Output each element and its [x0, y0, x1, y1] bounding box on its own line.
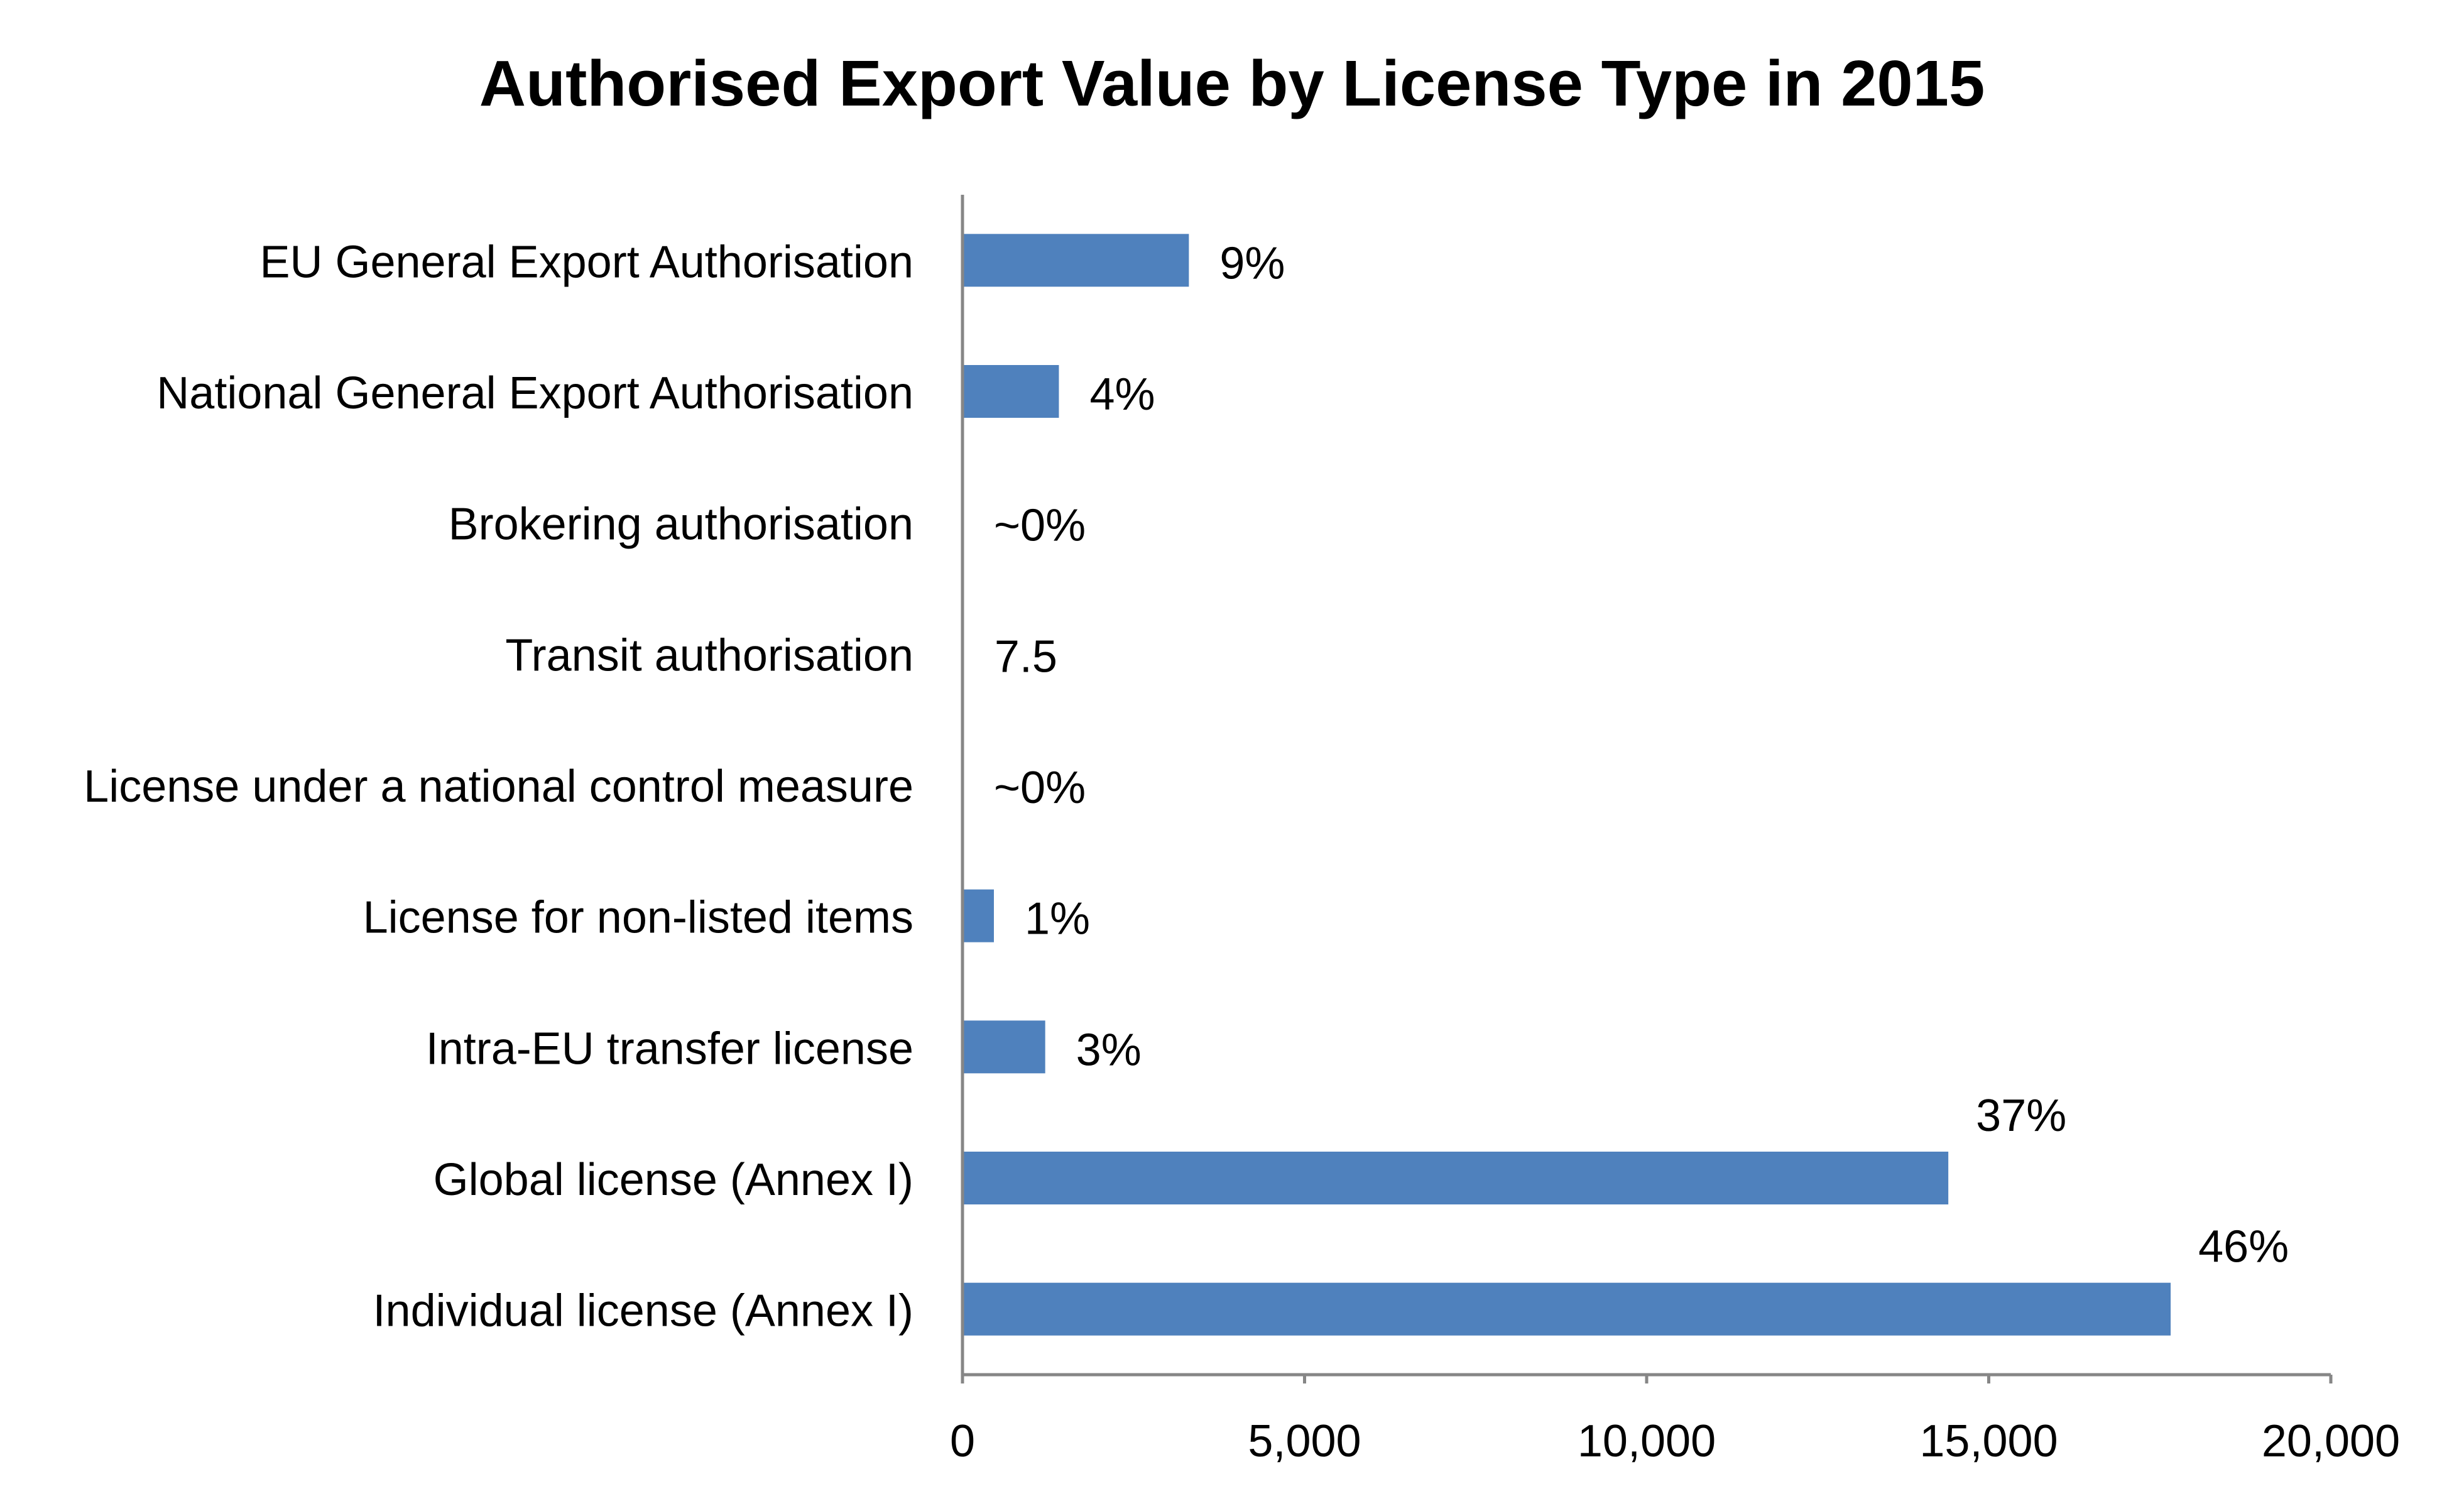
x-tick-label-2: 10,000: [1578, 1416, 1716, 1466]
category-label-1: National General Export Authorisation: [156, 368, 913, 418]
bar-0: [963, 234, 1189, 287]
data-label-1: 4%: [1089, 369, 1155, 420]
bar-5: [963, 889, 995, 942]
bars-group: [963, 234, 2171, 1336]
bar-1: [963, 365, 1059, 418]
bar-6: [963, 1020, 1045, 1074]
category-label-7: Global license (Annex I): [433, 1155, 913, 1205]
category-label-3: Transit authorisation: [505, 630, 913, 680]
data-label-6: 3%: [1076, 1025, 1142, 1075]
bar-8: [963, 1282, 2171, 1336]
x-ticks-group: 0 5,000 10,000 15,000 20,000: [950, 1375, 2400, 1466]
category-label-5: License for non-listed items: [363, 893, 913, 943]
data-label-7: 37%: [1976, 1091, 2066, 1141]
bar-7: [963, 1152, 1949, 1204]
data-labels-group: 9% 4% ~0% 7.5 ~0% 1% 3% 37% 46%: [994, 238, 2289, 1272]
data-label-3: 7.5: [995, 631, 1057, 682]
data-label-2: ~0%: [994, 501, 1086, 551]
data-label-4: ~0%: [994, 763, 1086, 813]
category-label-8: Individual license (Annex I): [373, 1286, 913, 1336]
x-tick-label-4: 20,000: [2262, 1416, 2400, 1466]
x-tick-label-0: 0: [950, 1416, 975, 1466]
data-label-0: 9%: [1219, 238, 1285, 288]
x-tick-label-1: 5,000: [1248, 1416, 1361, 1466]
data-label-5: 1%: [1025, 894, 1090, 944]
data-label-8: 46%: [2198, 1222, 2289, 1272]
category-label-4: License under a national control measure: [84, 761, 913, 812]
chart-title: Authorised Export Value by License Type …: [479, 47, 1985, 119]
category-labels-group: EU General Export Authorisation National …: [84, 237, 913, 1336]
category-label-2: Brokering authorisation: [449, 499, 913, 550]
x-tick-label-3: 15,000: [1919, 1416, 2058, 1466]
category-label-6: Intra-EU transfer license: [426, 1023, 913, 1074]
category-label-0: EU General Export Authorisation: [259, 237, 913, 287]
